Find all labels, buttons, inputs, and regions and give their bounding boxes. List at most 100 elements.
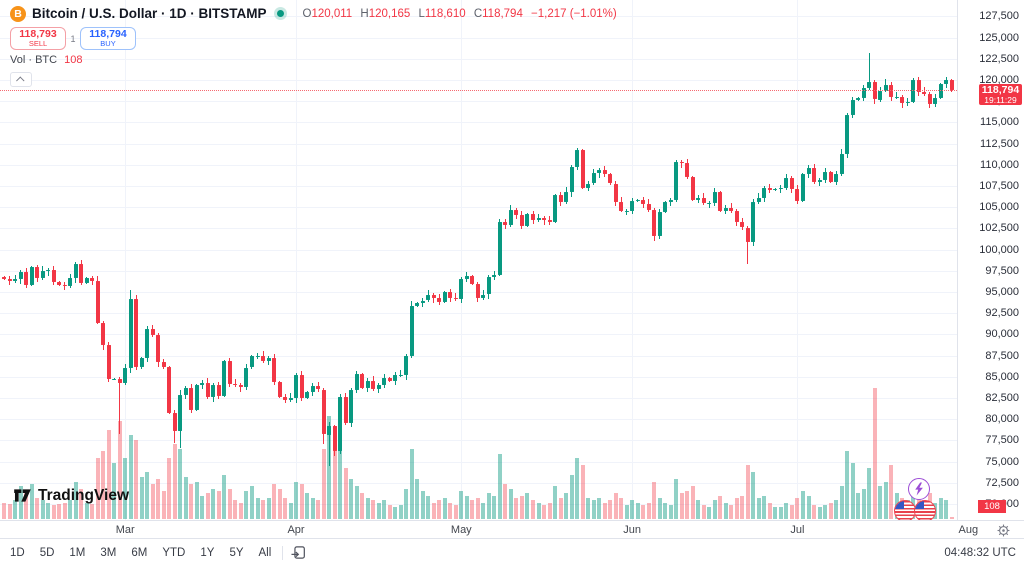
- h-gridline: [0, 186, 957, 187]
- range-button-5y[interactable]: 5Y: [229, 546, 244, 559]
- time-tick-Jul[interactable]: Jul: [790, 524, 805, 536]
- symbol-title[interactable]: Bitcoin / U.S. Dollar · 1D · BITSTAMP: [32, 6, 267, 21]
- price-tick-label: 125,000: [979, 31, 1019, 44]
- volume-bar: [316, 500, 321, 519]
- price-tick-label: 95,000: [985, 286, 1019, 298]
- volume-bar: [343, 467, 348, 519]
- chart-plot-area[interactable]: B Bitcoin / U.S. Dollar · 1D · BITSTAMP …: [0, 0, 957, 520]
- volume-bar: [575, 458, 579, 519]
- range-selector: 1D 5D 1M 3M 6M YTD 1Y 5Y All: [0, 544, 276, 562]
- candle: [117, 379, 122, 383]
- candle: [619, 202, 624, 211]
- candle: [62, 285, 67, 287]
- time-tick-Jun[interactable]: Jun: [623, 524, 641, 536]
- candle: [740, 221, 745, 228]
- time-tick-May[interactable]: May: [450, 524, 472, 536]
- time-tick-Mar[interactable]: Mar: [115, 524, 135, 536]
- sell-button[interactable]: 118,793 SELL: [10, 27, 66, 50]
- volume-bar: [949, 516, 954, 519]
- tradingview-logo[interactable]: TradingView: [12, 485, 129, 506]
- candle: [57, 281, 62, 286]
- volume-study-row[interactable]: Vol · BTC 108: [10, 54, 617, 66]
- market-status-icon[interactable]: [276, 10, 284, 17]
- flag-event-icon-2[interactable]: [914, 500, 936, 520]
- ohlc-values: O120,011 H120,165 L118,610 C118,794 −1,2…: [298, 8, 617, 20]
- price-tick-label: 127,500: [979, 10, 1019, 23]
- candle-wick: [113, 378, 115, 381]
- volume-bar: [729, 505, 734, 519]
- range-button-1d[interactable]: 1D: [10, 546, 25, 559]
- price-tick-label: 75,000: [985, 455, 1019, 468]
- volume-bar: [79, 488, 84, 519]
- volume-bar: [663, 502, 668, 519]
- candle: [812, 168, 816, 182]
- candle: [778, 187, 783, 190]
- candle: [850, 100, 855, 115]
- volume-bar: [624, 505, 629, 519]
- range-button-1y[interactable]: 1Y: [200, 546, 215, 559]
- candle-wick: [64, 282, 66, 290]
- candle: [558, 195, 563, 203]
- volume-bar: [90, 503, 95, 519]
- candle: [376, 385, 381, 389]
- h-gridline: [0, 58, 957, 60]
- candle: [404, 355, 409, 376]
- range-button-3m[interactable]: 3M: [100, 546, 117, 559]
- volume-bar: [564, 493, 568, 519]
- volume-bar: [161, 490, 166, 519]
- candle: [525, 214, 530, 226]
- candle: [690, 176, 695, 200]
- candle: [823, 171, 827, 181]
- h-gridline: [0, 101, 957, 103]
- time-tick-Aug[interactable]: Aug: [958, 524, 979, 536]
- range-button-6m[interactable]: 6M: [131, 546, 148, 559]
- volume-bar: [205, 493, 210, 519]
- volume-bar: [272, 483, 276, 519]
- candle: [420, 300, 425, 303]
- candle: [360, 374, 365, 388]
- volume-bar: [51, 505, 56, 519]
- range-button-5d[interactable]: 5D: [39, 546, 55, 559]
- price-axis[interactable]: 127,500125,000122,500120,000117,500115,0…: [957, 0, 1024, 520]
- volume-bar: [657, 497, 662, 519]
- volume-bar: [883, 481, 888, 519]
- volume-bar: [117, 420, 122, 520]
- clock-utc[interactable]: 04:48:32 UTC: [944, 546, 1016, 559]
- price-tick-label: 80,000: [985, 413, 1019, 426]
- candle: [24, 271, 28, 286]
- candle: [101, 322, 106, 346]
- volume-bar: [437, 500, 442, 519]
- volume-bar: [531, 500, 535, 519]
- time-tick-Apr[interactable]: Apr: [287, 524, 305, 536]
- candle: [128, 298, 133, 369]
- time-axis[interactable]: Mar Apr May Jun Jul Aug: [0, 520, 1024, 539]
- volume-bar: [795, 497, 800, 519]
- candle: [227, 360, 232, 384]
- volume-bar: [878, 486, 883, 520]
- flag-canton: [915, 501, 924, 510]
- axis-settings-gear-icon[interactable]: [997, 524, 1010, 542]
- candle: [723, 208, 728, 211]
- range-button-1m[interactable]: 1M: [69, 546, 86, 559]
- volume-bar: [481, 502, 486, 519]
- candle: [949, 79, 954, 91]
- range-button-all[interactable]: All: [258, 546, 272, 559]
- volume-bar: [249, 486, 254, 520]
- volume-bar: [189, 483, 194, 519]
- volume-bar: [470, 500, 475, 519]
- range-button-ytd[interactable]: YTD: [162, 546, 186, 559]
- buy-button[interactable]: 118,794 BUY: [80, 27, 136, 50]
- candle: [817, 180, 822, 182]
- volume-bar: [150, 483, 155, 519]
- candle: [437, 297, 442, 303]
- candle: [249, 355, 254, 368]
- flag-event-icon[interactable]: [894, 500, 916, 520]
- volume-bar: [475, 497, 480, 519]
- go-to-date-button[interactable]: [291, 545, 306, 560]
- h-gridline: [0, 80, 957, 81]
- candle-wick: [240, 383, 242, 392]
- lightning-event-icon[interactable]: [908, 478, 930, 500]
- candle: [734, 210, 739, 222]
- legend-collapse-button[interactable]: [10, 72, 32, 87]
- candle: [95, 281, 100, 323]
